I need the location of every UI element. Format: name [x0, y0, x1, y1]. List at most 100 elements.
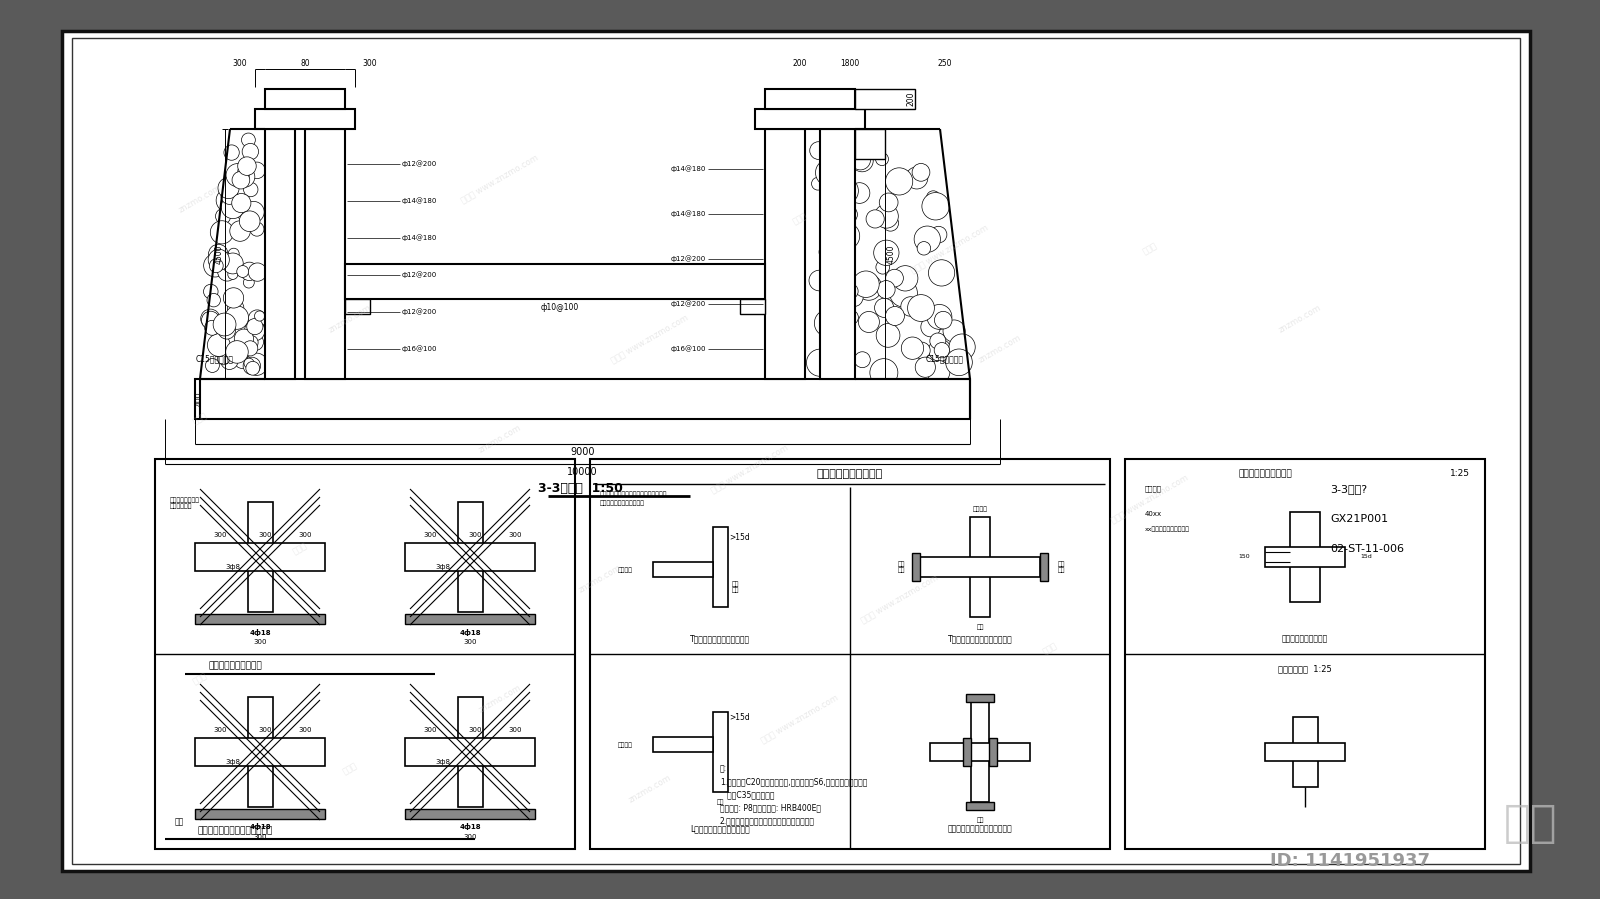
Text: xx池壁竖直钢筋锚固大样: xx池壁竖直钢筋锚固大样 [1146, 526, 1190, 532]
Text: 锚杆: 锚杆 [717, 799, 723, 805]
Circle shape [227, 270, 238, 280]
Text: 3ф8: 3ф8 [435, 564, 450, 570]
Bar [346, 264, 765, 299]
Text: ф14@180: ф14@180 [402, 198, 437, 204]
Circle shape [843, 288, 862, 307]
Text: GX21P001: GX21P001 [1330, 514, 1389, 524]
Circle shape [914, 226, 941, 253]
Text: 300: 300 [258, 727, 272, 733]
Circle shape [850, 149, 870, 170]
Bar [405, 543, 534, 571]
Text: 知末网 www.znzmo.com: 知末网 www.znzmo.com [760, 693, 840, 745]
Text: 4ф18: 4ф18 [459, 823, 482, 831]
Text: 9000: 9000 [570, 447, 595, 457]
Bar [195, 379, 970, 419]
Text: 1.池体采用C20自密实混凝土,抗渗不低于S6,抗水混凝土强度等级: 1.池体采用C20自密实混凝土,抗渗不低于S6,抗水混凝土强度等级 [720, 778, 867, 787]
Bar [590, 459, 1110, 849]
Bar [966, 802, 994, 810]
Circle shape [234, 166, 254, 187]
Text: 300: 300 [464, 834, 477, 840]
Circle shape [824, 289, 850, 316]
Circle shape [203, 284, 218, 298]
Text: >15d: >15d [730, 532, 750, 541]
Circle shape [213, 313, 235, 336]
Text: 注:: 注: [720, 764, 726, 773]
Circle shape [914, 343, 930, 359]
Bar [266, 129, 294, 379]
Circle shape [811, 177, 824, 190]
Bar [1125, 459, 1485, 849]
Text: 池墙锚杆插入底板大样: 池墙锚杆插入底板大样 [1282, 635, 1328, 644]
Text: 水平钢筋: 水平钢筋 [618, 567, 634, 573]
Circle shape [858, 311, 880, 333]
Circle shape [853, 271, 880, 298]
Circle shape [890, 280, 917, 307]
Bar [195, 543, 325, 571]
Text: 底板: 底板 [174, 817, 184, 826]
Text: 3ф8: 3ф8 [226, 759, 240, 765]
Text: >15d: >15d [730, 713, 750, 722]
Circle shape [216, 209, 230, 224]
Text: L形套管电水平钢筋锚固示意: L形套管电水平钢筋锚固示意 [690, 824, 750, 833]
Bar [966, 694, 994, 702]
Circle shape [224, 288, 243, 308]
Circle shape [816, 159, 842, 186]
Text: 300: 300 [213, 532, 227, 538]
Text: 竖直
钢筋: 竖直 钢筋 [733, 581, 739, 593]
Bar [989, 738, 997, 766]
Bar [970, 517, 990, 617]
Circle shape [877, 324, 899, 347]
Text: ф12@200: ф12@200 [402, 161, 437, 167]
Text: 300: 300 [213, 727, 227, 733]
Text: ф12@200: ф12@200 [670, 255, 706, 263]
Text: znzmo.com: znzmo.com [978, 334, 1022, 365]
Bar [405, 614, 534, 624]
Bar [912, 553, 920, 581]
Circle shape [218, 177, 238, 199]
Text: 知末网: 知末网 [291, 541, 309, 556]
Circle shape [210, 221, 234, 244]
Text: C15毛石混凝土: C15毛石混凝土 [195, 354, 234, 363]
Bar [765, 89, 854, 109]
Circle shape [230, 221, 250, 241]
Text: ф14@180: ф14@180 [670, 165, 706, 173]
Circle shape [866, 209, 885, 228]
Circle shape [845, 310, 858, 325]
Circle shape [877, 302, 888, 314]
Circle shape [218, 322, 235, 339]
Bar [1266, 547, 1346, 567]
Text: 知末网 www.znzmo.com: 知末网 www.znzmo.com [1110, 473, 1190, 525]
Text: 300: 300 [464, 639, 477, 645]
Circle shape [840, 206, 858, 224]
Circle shape [226, 306, 248, 329]
Text: 200: 200 [792, 59, 808, 68]
Circle shape [205, 320, 219, 335]
Circle shape [926, 191, 941, 205]
Text: 300: 300 [469, 727, 482, 733]
Text: 300: 300 [298, 532, 312, 538]
Circle shape [842, 178, 856, 192]
Text: ф16@100: ф16@100 [670, 345, 706, 352]
Circle shape [224, 145, 240, 160]
Circle shape [243, 201, 264, 223]
Text: ф10@100: ф10@100 [541, 302, 579, 311]
Bar [920, 557, 1040, 577]
Text: znzmo.com: znzmo.com [627, 773, 674, 805]
Bar [248, 502, 274, 612]
Text: 300: 300 [509, 727, 522, 733]
Circle shape [221, 195, 245, 218]
Circle shape [237, 265, 248, 278]
Circle shape [949, 334, 976, 360]
Text: 400: 400 [195, 392, 203, 406]
Text: 竖直钢筋: 竖直钢筋 [973, 506, 987, 512]
Circle shape [226, 341, 248, 363]
Text: 300: 300 [258, 532, 272, 538]
Bar [1266, 743, 1346, 761]
Circle shape [221, 352, 238, 369]
Circle shape [870, 359, 898, 387]
Circle shape [210, 259, 222, 272]
Text: 池墙水平套管锚固大井: 池墙水平套管锚固大井 [818, 469, 883, 479]
Text: 知末网: 知末网 [792, 211, 808, 227]
Text: 知末网: 知末网 [1141, 241, 1158, 256]
Circle shape [250, 222, 264, 236]
